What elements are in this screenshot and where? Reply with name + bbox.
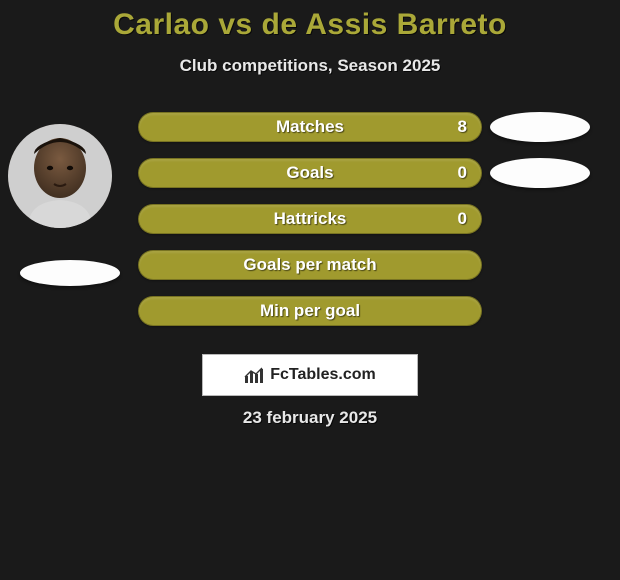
- player-marker-right: [490, 158, 590, 188]
- stat-label: Matches: [276, 117, 344, 137]
- stat-value: 0: [458, 209, 467, 229]
- stat-label: Min per goal: [260, 301, 360, 321]
- brand-text: FcTables.com: [270, 366, 376, 384]
- stat-bar: Matches 8: [138, 112, 482, 142]
- player-marker-left: [20, 260, 120, 286]
- avatar-icon: [8, 124, 112, 228]
- stat-bar: Hattricks 0: [138, 204, 482, 234]
- stat-bar: Goals 0: [138, 158, 482, 188]
- stat-label: Hattricks: [274, 209, 347, 229]
- stat-bar: Goals per match: [138, 250, 482, 280]
- stat-label: Goals per match: [243, 255, 376, 275]
- stat-label: Goals: [286, 163, 333, 183]
- page-subtitle: Club competitions, Season 2025: [0, 56, 620, 76]
- stat-value: 0: [458, 163, 467, 183]
- player-photo-left: [8, 124, 112, 228]
- chart-icon: [244, 366, 266, 384]
- stat-row: Min per goal: [0, 296, 620, 342]
- player-marker-right: [490, 112, 590, 142]
- brand-footer: FcTables.com: [202, 354, 418, 396]
- page-title: Carlao vs de Assis Barreto: [0, 8, 620, 42]
- stat-value: 8: [458, 117, 467, 137]
- stat-bar: Min per goal: [138, 296, 482, 326]
- footer-date: 23 february 2025: [243, 408, 377, 428]
